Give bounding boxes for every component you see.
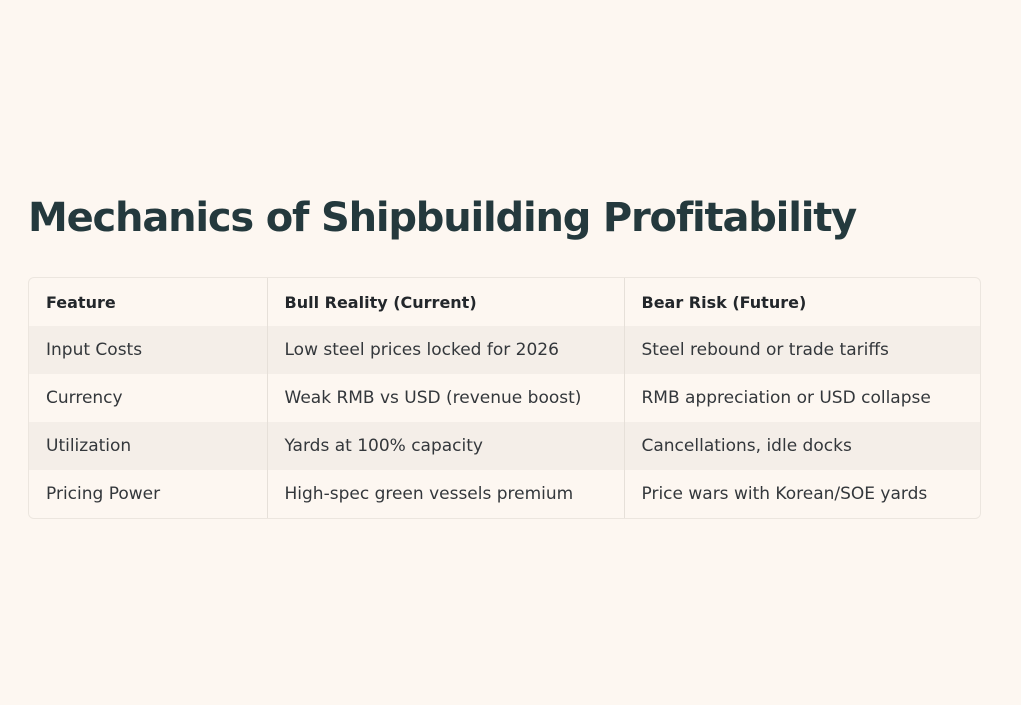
- cell-feature: Utilization: [46, 436, 132, 456]
- table-row: Currency Weak RMB vs USD (revenue boost)…: [29, 374, 980, 422]
- cell-feature: Pricing Power: [46, 484, 161, 504]
- table-row: Input Costs Low steel prices locked for …: [29, 326, 980, 374]
- cell-bear-risk: Cancellations, idle docks: [623, 422, 980, 470]
- cell-bull-reality: Weak RMB vs USD (revenue boost): [266, 374, 624, 422]
- cell-bear-risk: Steel rebound or trade tariffs: [623, 326, 980, 374]
- cell-bull-reality: Yards at 100% capacity: [266, 422, 624, 470]
- page-title: Mechanics of Shipbuilding Profitability: [28, 195, 857, 241]
- comparison-table: Feature Bull Reality (Current) Bear Risk…: [28, 277, 981, 519]
- table-row: Utilization Yards at 100% capacity Cance…: [29, 422, 980, 470]
- header-feature: Feature: [46, 292, 116, 312]
- cell-bear-risk: RMB appreciation or USD collapse: [623, 374, 980, 422]
- header-bear-risk: Bear Risk (Future): [623, 278, 980, 326]
- table-header-row: Feature Bull Reality (Current) Bear Risk…: [29, 278, 980, 326]
- cell-bull-reality: High-spec green vessels premium: [266, 470, 624, 518]
- table-row: Pricing Power High-spec green vessels pr…: [29, 470, 980, 518]
- cell-feature: Input Costs: [46, 340, 143, 360]
- cell-bull-reality: Low steel prices locked for 2026: [266, 326, 624, 374]
- cell-feature: Currency: [46, 388, 123, 408]
- cell-bear-risk: Price wars with Korean/SOE yards: [623, 470, 980, 518]
- header-bull-reality: Bull Reality (Current): [266, 278, 624, 326]
